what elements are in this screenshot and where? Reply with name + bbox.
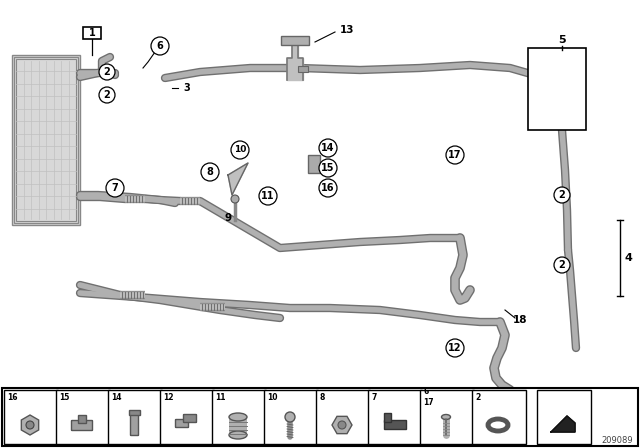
Circle shape	[319, 139, 337, 157]
FancyBboxPatch shape	[229, 417, 247, 435]
FancyBboxPatch shape	[2, 388, 638, 446]
Circle shape	[285, 412, 295, 422]
FancyBboxPatch shape	[12, 55, 80, 225]
FancyBboxPatch shape	[420, 390, 474, 444]
Polygon shape	[21, 415, 38, 435]
Circle shape	[151, 37, 169, 55]
Circle shape	[554, 257, 570, 273]
Text: 8: 8	[319, 392, 324, 401]
Circle shape	[201, 163, 219, 181]
Polygon shape	[287, 43, 303, 80]
Text: 2: 2	[104, 67, 110, 77]
Text: 6: 6	[157, 41, 163, 51]
Text: 16: 16	[321, 183, 335, 193]
Text: 12: 12	[163, 392, 173, 401]
Circle shape	[26, 421, 34, 429]
Text: 14: 14	[111, 392, 122, 401]
FancyBboxPatch shape	[316, 390, 370, 444]
Text: 2: 2	[104, 90, 110, 100]
Text: 17: 17	[448, 150, 461, 160]
Text: 7: 7	[371, 392, 376, 401]
Text: 209089: 209089	[602, 436, 633, 445]
FancyBboxPatch shape	[264, 390, 318, 444]
FancyBboxPatch shape	[78, 415, 86, 423]
Text: 14: 14	[321, 143, 335, 153]
Text: 13: 13	[340, 25, 355, 35]
Text: 1: 1	[88, 28, 95, 38]
Text: 7: 7	[111, 183, 118, 193]
FancyBboxPatch shape	[537, 390, 591, 444]
Circle shape	[446, 146, 464, 164]
Text: 6
17: 6 17	[423, 388, 434, 407]
Ellipse shape	[229, 413, 247, 421]
Circle shape	[338, 421, 346, 429]
Circle shape	[99, 87, 115, 103]
Polygon shape	[551, 416, 575, 432]
FancyBboxPatch shape	[83, 27, 101, 39]
Circle shape	[106, 179, 124, 197]
Text: 9: 9	[225, 213, 232, 223]
Text: 5: 5	[558, 35, 566, 45]
Text: 11: 11	[261, 191, 275, 201]
FancyBboxPatch shape	[72, 421, 93, 431]
Circle shape	[446, 339, 464, 357]
Text: 8: 8	[207, 167, 213, 177]
Circle shape	[554, 187, 570, 203]
Circle shape	[319, 159, 337, 177]
FancyBboxPatch shape	[129, 410, 140, 415]
Text: 3: 3	[183, 83, 189, 93]
FancyBboxPatch shape	[384, 413, 391, 422]
Circle shape	[231, 195, 239, 203]
Text: 11: 11	[215, 392, 225, 401]
Text: 16: 16	[7, 392, 17, 401]
Text: 12: 12	[448, 343, 461, 353]
Text: 15: 15	[59, 392, 69, 401]
FancyBboxPatch shape	[4, 390, 58, 444]
FancyBboxPatch shape	[160, 390, 214, 444]
Text: 10: 10	[234, 146, 246, 155]
FancyBboxPatch shape	[184, 414, 196, 422]
FancyBboxPatch shape	[298, 66, 308, 72]
Text: 10: 10	[267, 392, 278, 401]
Text: 15: 15	[321, 163, 335, 173]
Text: 2: 2	[475, 392, 480, 401]
FancyBboxPatch shape	[384, 420, 406, 429]
FancyBboxPatch shape	[528, 48, 586, 130]
Text: 2: 2	[559, 190, 565, 200]
Circle shape	[99, 64, 115, 80]
Polygon shape	[332, 416, 352, 434]
FancyBboxPatch shape	[368, 390, 422, 444]
FancyBboxPatch shape	[108, 390, 162, 444]
FancyBboxPatch shape	[281, 36, 309, 45]
Circle shape	[231, 141, 249, 159]
FancyBboxPatch shape	[212, 390, 266, 444]
Text: 18: 18	[513, 315, 527, 325]
Ellipse shape	[229, 431, 247, 439]
Ellipse shape	[442, 414, 451, 419]
Text: 4: 4	[624, 253, 632, 263]
FancyBboxPatch shape	[131, 413, 138, 435]
Circle shape	[259, 187, 277, 205]
FancyBboxPatch shape	[175, 419, 189, 427]
Polygon shape	[228, 163, 248, 195]
FancyBboxPatch shape	[472, 390, 526, 444]
Circle shape	[319, 179, 337, 197]
Text: 2: 2	[559, 260, 565, 270]
FancyBboxPatch shape	[308, 155, 320, 173]
FancyBboxPatch shape	[56, 390, 110, 444]
